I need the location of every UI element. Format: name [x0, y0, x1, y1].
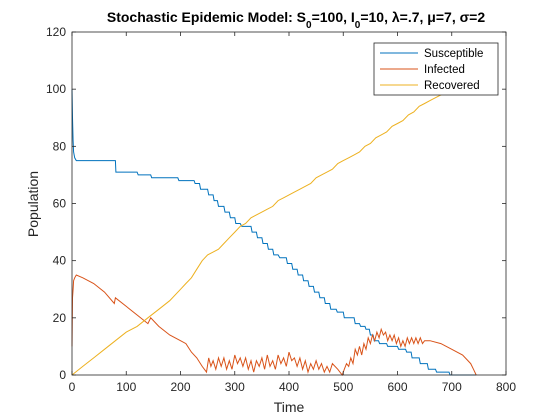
y-tick-label: 60 — [53, 197, 67, 211]
title-part: =10, λ=.7, μ=7, σ=2 — [360, 9, 485, 25]
x-tick-label: 800 — [496, 380, 516, 394]
y-tick-label: 80 — [53, 139, 67, 153]
series-line-infected — [71, 274, 477, 377]
series-line-susceptible — [71, 89, 477, 376]
title-part: =100, I — [312, 9, 355, 25]
title-part: 0 — [306, 20, 312, 31]
x-tick-label: 200 — [170, 380, 190, 394]
x-tick-label: 600 — [387, 380, 407, 394]
x-tick-label: 100 — [116, 380, 136, 394]
legend: Susceptible Infected Recovered — [373, 42, 499, 96]
y-tick-label: 40 — [53, 254, 67, 268]
x-tick-label: 300 — [225, 380, 245, 394]
legend-label: Susceptible — [424, 48, 483, 60]
title-part: 0 — [355, 20, 361, 31]
legend-label: Recovered — [424, 80, 480, 92]
x-tick-label: 0 — [69, 380, 76, 394]
y-tick-label: 100 — [46, 82, 66, 96]
x-tick-label: 700 — [442, 380, 462, 394]
x-tick-label: 400 — [279, 380, 299, 394]
series-layer — [71, 71, 477, 377]
y-tick-label: 0 — [59, 368, 66, 382]
chart-title: Stochastic Epidemic Model: S0=100, I0=10… — [107, 9, 485, 31]
y-axis-label: Population — [25, 171, 41, 237]
legend-label: Infected — [424, 64, 465, 76]
series-line-recovered — [71, 71, 477, 376]
title-part: Stochastic Epidemic Model: S — [107, 9, 306, 25]
axes-layer: 0 100 200 300 400 500 600 700 800 0 20 40 60 80 100 120 — [46, 25, 516, 394]
x-tick-label: 500 — [333, 380, 353, 394]
y-tick-label: 20 — [53, 311, 67, 325]
y-tick-label: 120 — [46, 25, 66, 39]
x-axis-label: Time — [274, 399, 305, 415]
